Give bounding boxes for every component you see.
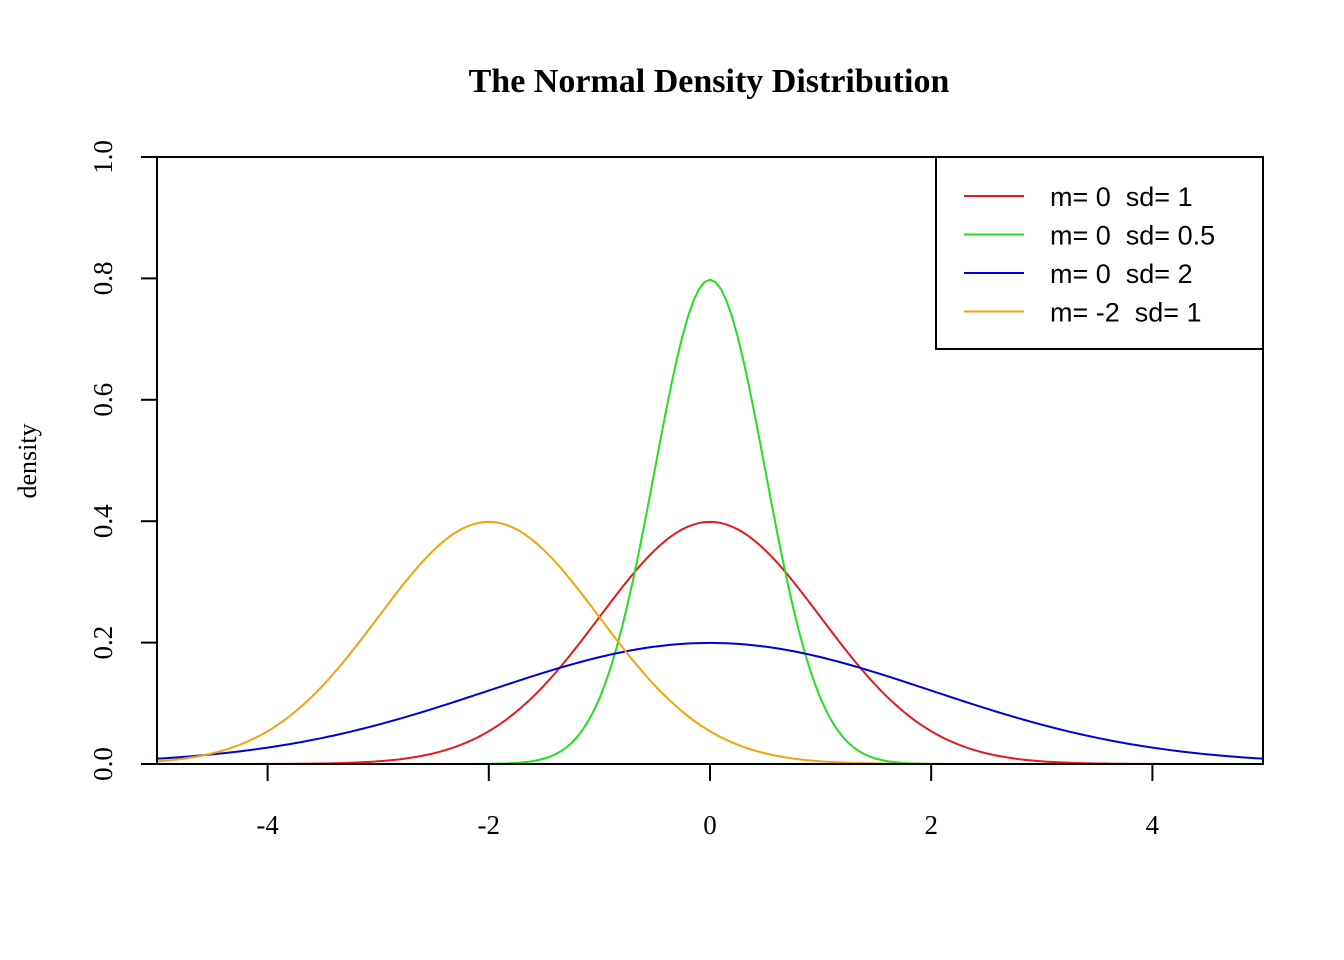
plot-frame [156,156,1264,765]
legend-label: m= 0 sd= 2 [1050,259,1193,289]
x-tick-label: 0 [703,810,717,840]
legend-item-3: m= -2 sd= 1 [964,298,1202,328]
legend-item-2: m= 0 sd= 2 [964,259,1193,289]
series-line-2 [156,641,1264,760]
legend-label: m= 0 sd= 1 [1050,182,1193,212]
legend-label: m= -2 sd= 1 [1050,298,1202,328]
y-axis-label: density [13,423,42,498]
x-tick-label: -4 [256,810,279,840]
y-tick-label: 0.0 [88,747,118,781]
series-group [156,278,1264,765]
y-tick-label: 0.6 [88,383,118,417]
y-tick-label: 0.8 [88,262,118,296]
chart-title: The Normal Density Distribution [469,63,950,100]
y-axis: 0.0 0.2 0.4 0.6 0.8 1.0 [88,140,157,781]
legend-item-1: m= 0 sd= 0.5 [964,221,1215,251]
y-tick-label: 0.4 [88,504,118,538]
legend: m= 0 sd= 1 m= 0 sd= 0.5 m= 0 sd= 2 m= -2 sd… [935,156,1264,350]
x-axis: -4 -2 0 2 4 [256,764,1160,840]
x-tick-label: 2 [924,810,938,840]
x-tick-label: 4 [1146,810,1160,840]
legend-label: m= 0 sd= 0.5 [1050,221,1215,251]
x-tick-label: -2 [478,810,501,840]
y-tick-label: 0.2 [88,626,118,660]
y-tick-label: 1.0 [88,140,118,174]
legend-item-0: m= 0 sd= 1 [964,182,1193,212]
legend-box [935,156,1264,350]
